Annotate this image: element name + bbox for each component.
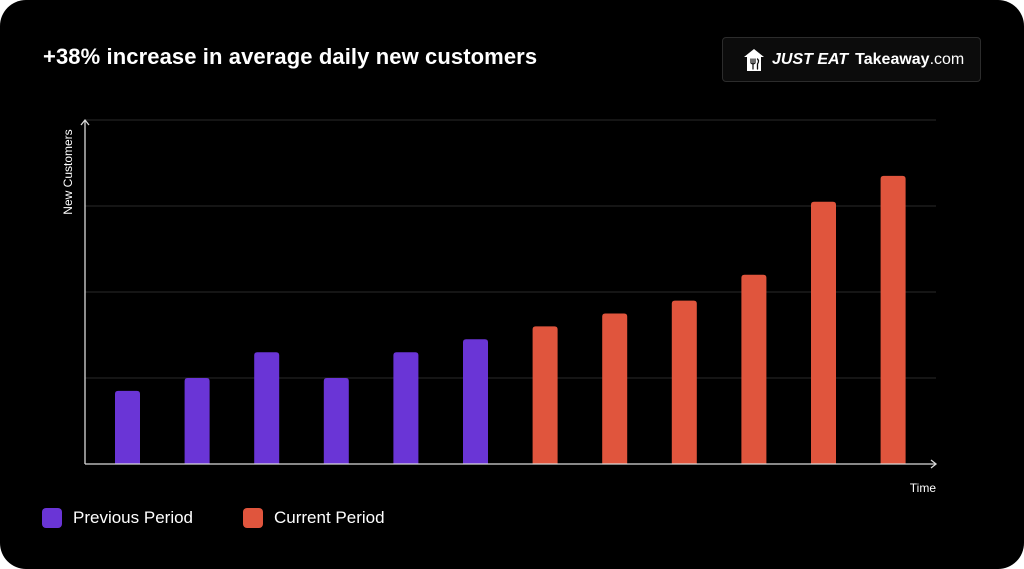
y-axis-arrow-icon	[80, 118, 90, 126]
bar-previous-period	[323, 378, 349, 464]
y-axis-label: New Customers	[61, 129, 75, 214]
bar-current-period	[532, 326, 558, 464]
bar-current-period	[811, 201, 836, 464]
x-axis-arrow-icon	[930, 459, 938, 469]
legend-label-current: Current Period	[274, 508, 385, 527]
brand-logo: JUST EAT Takeaway .com	[722, 37, 981, 82]
legend-item-previous-period: Previous Period	[42, 508, 193, 528]
x-axis-label: Time	[910, 481, 937, 495]
bar-previous-period	[463, 339, 488, 464]
legend-item-current-period: Current Period	[243, 508, 385, 528]
legend-swatch-previous	[42, 508, 62, 528]
bar-previous-period	[184, 378, 210, 464]
legend-swatch-current	[243, 508, 263, 528]
bar-previous-period	[254, 352, 280, 464]
logo-tld-text: .com	[929, 50, 965, 68]
axes	[80, 118, 938, 469]
bar-current-period	[880, 175, 906, 464]
house-fork-knife-icon	[744, 48, 764, 71]
bar-previous-period	[115, 390, 140, 464]
bar-current-period	[741, 274, 767, 464]
logo-takeaway-text: Takeaway	[855, 50, 930, 68]
chart-title: +38% increase in average daily new custo…	[43, 44, 538, 69]
legend-label-previous: Previous Period	[73, 508, 194, 527]
bars	[115, 175, 906, 464]
logo-just-eat-text: JUST EAT	[772, 50, 849, 68]
bar-previous-period	[393, 352, 419, 464]
bar-current-period	[602, 313, 628, 464]
bar-current-period	[671, 300, 697, 464]
gridlines	[85, 119, 936, 379]
